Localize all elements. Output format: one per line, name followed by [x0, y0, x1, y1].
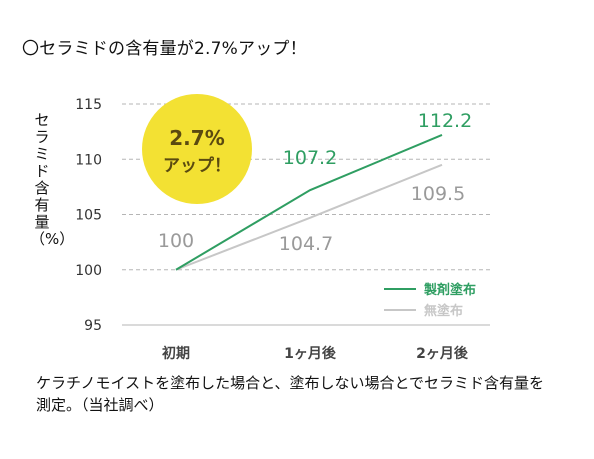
- series-lines: [175, 134, 443, 271]
- y-tick-label: 100: [75, 263, 102, 279]
- grid-lines: [122, 103, 490, 326]
- caption: ケラチノモイストを塗布した場合と、塗布しない場合とでセラミド含有量を測定。（当社…: [36, 374, 545, 414]
- series-line: [175, 134, 443, 271]
- x-tick-label: 初期: [162, 345, 190, 362]
- x-tick-label: 2ヶ月後: [416, 345, 469, 362]
- y-tick-label: 115: [75, 97, 102, 113]
- series-line: [175, 163, 443, 271]
- data-label: 107.2: [283, 147, 337, 169]
- data-label: 104.7: [279, 233, 333, 255]
- data-labels: 107.2 112.2 100 104.7 109.5: [158, 110, 472, 255]
- legend-label: 製剤塗布: [423, 282, 476, 298]
- x-tick-labels: 初期 1ヶ月後 2ヶ月後: [162, 345, 469, 362]
- badge-text: アップ！: [163, 155, 231, 176]
- y-tick-labels: 115 110 105 100 95: [75, 97, 102, 334]
- data-label: 112.2: [418, 110, 472, 132]
- page-title: 〇セラミドの含有量が2.7%アップ！: [22, 39, 307, 59]
- badge-percent: 2.7%: [169, 126, 224, 150]
- y-tick-label: 95: [84, 318, 102, 334]
- data-label: 109.5: [411, 183, 465, 205]
- y-tick-label: 110: [75, 152, 102, 168]
- x-tick-label: 1ヶ月後: [284, 345, 337, 362]
- y-tick-label: 105: [75, 208, 102, 224]
- highlight-badge: [142, 94, 252, 204]
- legend-label: 無塗布: [424, 303, 463, 319]
- data-label: 100: [158, 230, 194, 252]
